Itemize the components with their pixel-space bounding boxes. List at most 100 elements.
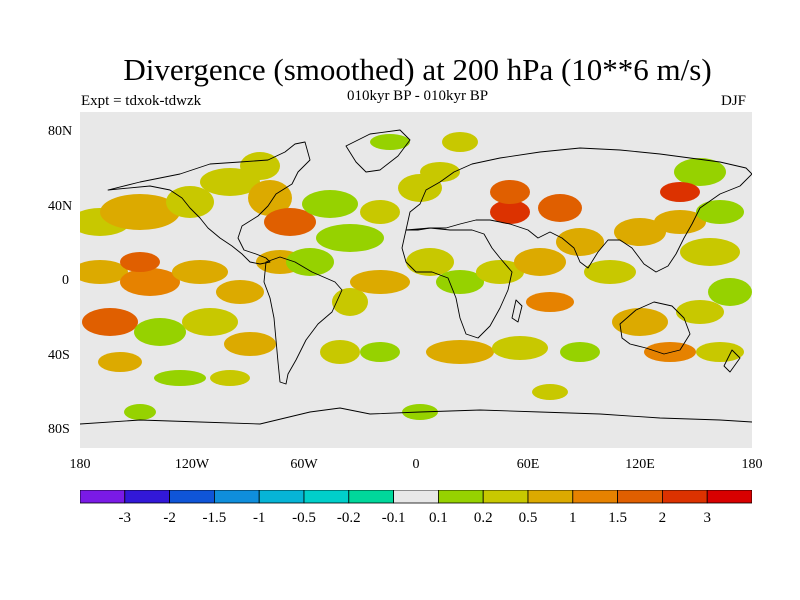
divergence-contour-patch (80, 260, 128, 284)
colorbar-swatch (348, 490, 394, 504)
divergence-contour-patch (442, 132, 478, 152)
divergence-contour-patch (556, 228, 604, 256)
coastline-greenland (345, 129, 411, 173)
coastlines (80, 129, 752, 425)
colorbar-label: -0.1 (382, 510, 406, 526)
divergence-contour-patch (240, 152, 280, 180)
divergence-contour-patch (264, 208, 316, 236)
chart-subtitle: 010kyr BP - 010kyr BP (346, 88, 489, 104)
coastline-north-america (107, 141, 311, 265)
divergence-field (80, 132, 752, 434)
divergence-contour-patch (696, 200, 744, 224)
divergence-contour-patch (676, 300, 724, 324)
divergence-contour-patch (154, 370, 206, 386)
divergence-contour-patch (216, 280, 264, 304)
divergence-contour-patch (224, 332, 276, 356)
divergence-contour-patch (492, 336, 548, 360)
x-tick-label: 60E (516, 457, 540, 472)
colorbar-label: 1.5 (608, 510, 627, 526)
chart-title: Divergence (smoothed) at 200 hPa (10**6 … (123, 52, 712, 87)
colorbar-swatch (124, 490, 170, 504)
divergence-contour-patch (526, 292, 574, 312)
x-tick-label: 120W (174, 457, 210, 472)
divergence-contour-patch (436, 270, 484, 294)
divergence-contour-patch (100, 194, 180, 230)
colorbar-swatch (662, 490, 708, 504)
colorbar-swatch (527, 490, 574, 504)
colorbar-label: -1.5 (203, 510, 227, 526)
divergence-contour-patch (708, 278, 752, 306)
divergence-contour-patch (320, 340, 360, 364)
colorbar-label: 1 (569, 510, 577, 526)
divergence-contour-patch (316, 224, 384, 252)
colorbar-label: 2 (659, 510, 667, 526)
divergence-map (80, 112, 752, 448)
coastline-australia (619, 301, 691, 355)
colorbar-swatch (213, 490, 260, 504)
divergence-contour-patch (476, 260, 524, 284)
coastline-south-america (263, 256, 343, 385)
colorbar-swatch (80, 490, 126, 504)
colorbar-label: -0.2 (337, 510, 361, 526)
divergence-contour-patch (360, 342, 400, 362)
divergence-contour-patch (674, 158, 726, 186)
coastline-madagascar (511, 299, 523, 323)
colorbar-label: -2 (163, 510, 176, 526)
colorbar-swatch (437, 490, 484, 504)
coastline-eurasia (405, 147, 752, 273)
x-tick-label: 0 (412, 457, 420, 472)
y-tick-label: 80S (48, 422, 70, 437)
divergence-contour-patch (420, 162, 460, 182)
divergence-contour-patch (538, 194, 582, 222)
y-tick-label: 0 (62, 273, 69, 288)
colorbar-label: 3 (703, 510, 711, 526)
colorbar-label: 0.2 (474, 510, 493, 526)
coastline-new-zealand (723, 349, 741, 373)
divergence-contour-patch (370, 134, 410, 150)
colorbar-swatch (258, 490, 305, 504)
divergence-contour-patch (124, 404, 156, 420)
colorbar-swatch (393, 490, 439, 504)
x-tick-label: 180 (741, 457, 763, 472)
colorbar-label: -3 (119, 510, 132, 526)
colorbar-label: -0.5 (292, 510, 316, 526)
divergence-contour-patch (654, 210, 706, 234)
y-tick-label: 40N (48, 199, 73, 214)
colorbar-swatch (617, 490, 663, 504)
divergence-contour-patch (120, 252, 160, 272)
divergence-contour-patch (490, 200, 530, 224)
divergence-contour-patch (286, 248, 334, 276)
divergence-contour-patch (120, 268, 180, 296)
divergence-contour-patch (172, 260, 228, 284)
season-label: DJF (721, 93, 747, 109)
divergence-contour-patch (166, 186, 214, 218)
colorbar-label: 0.1 (429, 510, 448, 526)
colorbar: -3 -2 -1.5 -1 -0.5 -0.2 -0.1 0.1 0.2 0.5 1 1.5 2 3 (80, 490, 752, 526)
experiment-label: Expt = tdxok-tdwzk (81, 93, 202, 109)
divergence-contour-patch (248, 180, 292, 216)
colorbar-swatch (169, 490, 215, 504)
divergence-contour-patch (680, 238, 740, 266)
colorbar-label: -1 (253, 510, 266, 526)
divergence-contour-patch (398, 174, 442, 202)
coastline-antarctica (80, 407, 752, 425)
divergence-contour-patch (696, 342, 744, 362)
colorbar-swatch (482, 490, 529, 504)
divergence-contour-patch (82, 308, 138, 336)
colorbar-swatch (572, 490, 618, 504)
x-tick-label: 60W (290, 457, 318, 472)
divergence-contour-patch (560, 342, 600, 362)
divergence-contour-patch (660, 182, 700, 202)
divergence-contour-patch (302, 190, 358, 218)
divergence-contour-patch (360, 200, 400, 224)
divergence-contour-patch (210, 370, 250, 386)
divergence-contour-patch (134, 318, 186, 346)
colorbar-swatch (303, 490, 350, 504)
divergence-contour-patch (614, 218, 666, 246)
divergence-contour-patch (426, 340, 494, 364)
divergence-contour-patch (490, 180, 530, 204)
coastline-africa (401, 227, 513, 339)
divergence-contour-patch (98, 352, 142, 372)
colorbar-swatch (706, 490, 752, 504)
divergence-contour-patch (406, 248, 454, 276)
